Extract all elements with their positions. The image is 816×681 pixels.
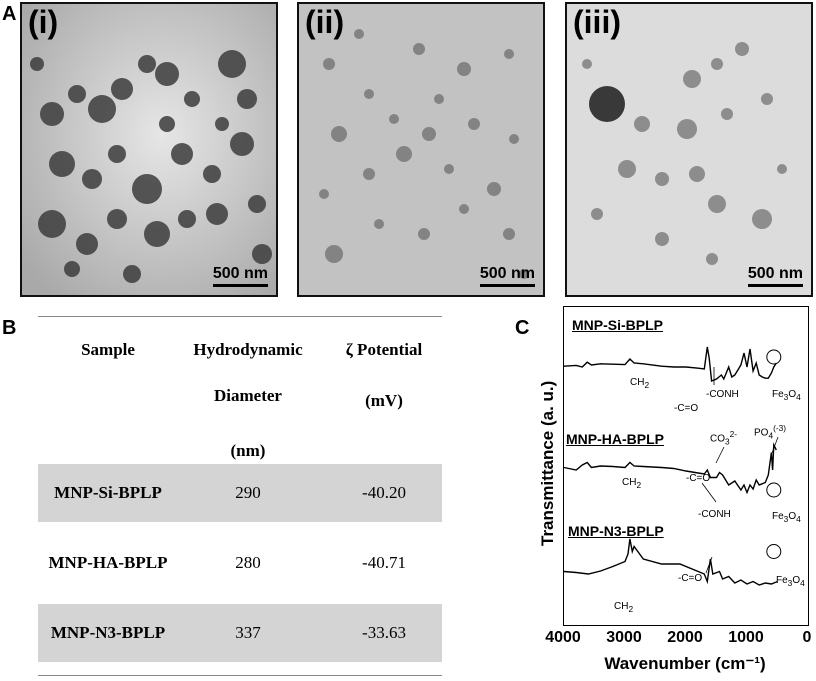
scale-line-ii bbox=[479, 284, 535, 287]
scale-bar-i: 500 nm bbox=[212, 265, 268, 287]
fe3o4-marker-1 bbox=[766, 349, 782, 365]
annotation-fe-n3: Fe3O4 bbox=[776, 575, 805, 588]
x-tick-label: 4000 bbox=[545, 629, 581, 646]
annotation-po4-ha: PO4(-3) bbox=[754, 423, 787, 441]
table-bottom-rule bbox=[38, 675, 442, 676]
header-zeta-1: ζ Potential bbox=[345, 340, 423, 359]
annotation-arrow-4 bbox=[701, 482, 717, 503]
tem-image-3: (iii) 500 nm bbox=[565, 2, 813, 297]
x-tick-label: 3000 bbox=[606, 629, 642, 646]
header-sample: Sample bbox=[81, 340, 135, 359]
image-label-ii: (ii) bbox=[305, 4, 345, 40]
annotation-ch2-si: CH2 bbox=[630, 377, 650, 390]
nanoparticle-table: Sample Hydrodynamic Diameter (nm) ζ Pote… bbox=[38, 316, 442, 676]
cell-diameter: 290 bbox=[235, 483, 261, 502]
x-axis-label: Wavenumber (cm⁻¹) bbox=[604, 654, 766, 673]
annotation-co-ha: -C=O bbox=[686, 473, 711, 484]
annotation-co-n3: -C=O bbox=[678, 573, 703, 584]
scale-bar-iii: 500 nm bbox=[747, 265, 803, 287]
image-label-i: (i) bbox=[28, 4, 59, 40]
annotation-fe-ha: Fe3O4 bbox=[772, 511, 801, 524]
x-tick-label: 0 bbox=[802, 629, 812, 646]
x-tick-label: 1000 bbox=[728, 629, 764, 646]
header-zeta-2: (mV) bbox=[365, 391, 403, 410]
panel-label-c: C bbox=[515, 317, 530, 339]
header-hydro-2: Diameter bbox=[214, 386, 282, 405]
annotation-ch2-n3: CH2 bbox=[614, 601, 634, 614]
cell-sample: MNP-N3-BPLP bbox=[50, 623, 166, 642]
ftir-chart: MNP-Si-BPLP MNP-HA-BPLP MNP-N3-BPLP CH2 … bbox=[563, 306, 809, 626]
series-title-n3: MNP-N3-BPLP bbox=[568, 523, 664, 539]
annotation-conh-ha: -CONH bbox=[698, 509, 731, 520]
panel-label-b: B bbox=[2, 317, 17, 339]
annotation-fe-si: Fe3O4 bbox=[772, 389, 801, 402]
annotation-arrow-2 bbox=[715, 446, 725, 464]
header-hydro-3: (nm) bbox=[230, 441, 266, 460]
annotation-co-si: -C=O bbox=[674, 403, 699, 414]
tem-image-2: (ii) 500 nm bbox=[297, 2, 545, 297]
annotation-conh-si: -CONH bbox=[706, 389, 739, 400]
cell-sample: MNP-HA-BPLP bbox=[48, 553, 168, 572]
cell-diameter: 280 bbox=[235, 553, 261, 572]
tem-image-1: (i) 500 nm bbox=[20, 2, 278, 297]
scale-text-iii: 500 nm bbox=[747, 265, 803, 282]
scale-line-iii bbox=[747, 284, 803, 287]
image-label-iii: (iii) bbox=[573, 4, 621, 40]
spectrum-line-3 bbox=[563, 538, 778, 586]
header-hydro-1: Hydrodynamic bbox=[193, 340, 303, 359]
table-row: MNP-Si-BPLP 290 -40.20 bbox=[38, 464, 442, 522]
table-top-rule bbox=[38, 316, 442, 317]
scale-text-ii: 500 nm bbox=[479, 265, 535, 282]
annotation-arrow-3 bbox=[771, 436, 779, 454]
y-axis-label: Transmittance (a. u.) bbox=[538, 380, 557, 546]
annotation-ch2-ha: CH2 bbox=[622, 477, 642, 490]
ftir-plot bbox=[563, 346, 782, 586]
series-title-si: MNP-Si-BPLP bbox=[572, 317, 663, 333]
annotation-arrow-5 bbox=[705, 556, 713, 574]
cell-diameter: 337 bbox=[235, 623, 261, 642]
cell-sample: MNP-Si-BPLP bbox=[54, 483, 162, 502]
annotation-co3-ha: CO32- bbox=[710, 429, 738, 447]
scale-text-i: 500 nm bbox=[212, 265, 268, 282]
spectrum-line-1 bbox=[563, 346, 777, 383]
panel-label-a: A bbox=[2, 3, 17, 25]
cell-zeta: -40.71 bbox=[362, 553, 406, 572]
table-row: MNP-HA-BPLP 280 -40.71 bbox=[38, 534, 442, 592]
scale-line-i bbox=[212, 284, 268, 287]
series-title-ha: MNP-HA-BPLP bbox=[566, 431, 664, 447]
fe3o4-marker-3 bbox=[766, 544, 782, 559]
spectrum-line-2 bbox=[563, 442, 777, 495]
x-tick-label: 2000 bbox=[667, 629, 703, 646]
scale-bar-ii: 500 nm bbox=[479, 265, 535, 287]
cell-zeta: -33.63 bbox=[362, 623, 406, 642]
fe3o4-marker-2 bbox=[766, 482, 782, 498]
table-row: MNP-N3-BPLP 337 -33.63 bbox=[38, 604, 442, 662]
cell-zeta: -40.20 bbox=[362, 483, 406, 502]
